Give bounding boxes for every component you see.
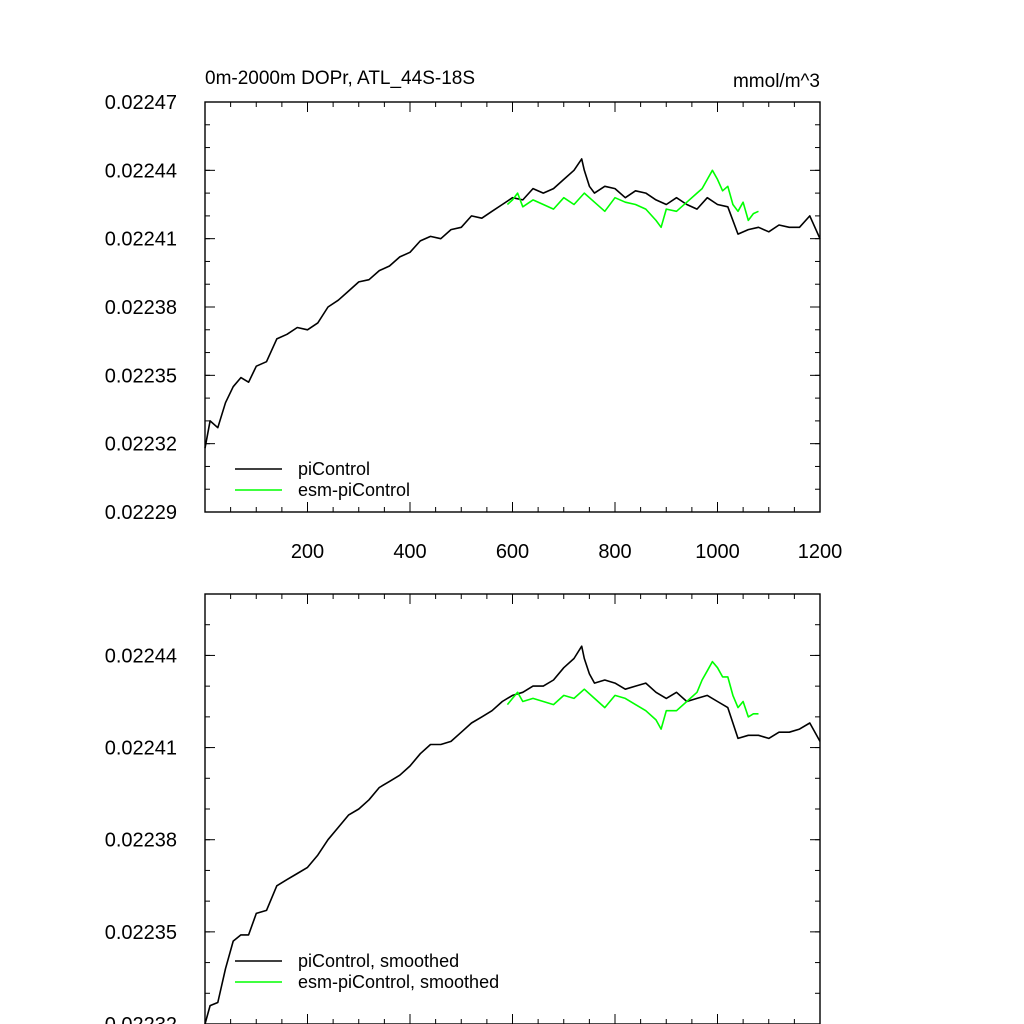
top-series-picontrol-line: [204, 158, 821, 449]
bottom-legend-label-picontrol-smoothed: piControl, smoothed: [298, 951, 459, 971]
top-legend: piControl esm-piControl: [235, 459, 410, 500]
top-chart-title: 0m-2000m DOPr, ATL_44S-18S: [205, 68, 475, 89]
bottom-series-picontrol-smoothed-line: [204, 645, 821, 1024]
bottom-y-tick-label: 0.02241: [105, 738, 177, 760]
bottom-y-tick-label: 0.02232: [105, 1014, 177, 1024]
top-y-tick-label: 0.02232: [105, 434, 177, 456]
bottom-panel: 0.02232 0.02235 0.02238 0.02241 0.02244 piCo…: [105, 593, 821, 1024]
bottom-plot-lines: [204, 645, 821, 1024]
top-series-esm-picontrol-line: [506, 169, 759, 229]
top-legend-label-esm-picontrol: esm-piControl: [298, 480, 410, 500]
top-x-tick-label: 1200: [798, 541, 843, 563]
top-y-tick-label: 0.02229: [105, 502, 177, 524]
bottom-series-esm-picontrol-smoothed-line: [506, 660, 759, 730]
top-axis-tick-labels: 200 400 600 800 1000 1200 0.02229 0.02232 0.0223…: [105, 92, 843, 563]
bottom-axis-ticks: [205, 593, 821, 1024]
top-y-tick-label: 0.02241: [105, 229, 177, 251]
top-y-tick-label: 0.02235: [105, 365, 177, 387]
top-y-tick-label: 0.02238: [105, 297, 177, 319]
top-legend-label-picontrol: piControl: [298, 459, 370, 479]
top-y-tick-label: 0.02244: [105, 160, 177, 182]
bottom-legend: piControl, smoothed esm-piControl, smoot…: [235, 951, 499, 992]
top-x-tick-label: 1000: [695, 541, 740, 563]
bottom-y-tick-label: 0.02238: [105, 830, 177, 852]
bottom-y-tick-label: 0.02235: [105, 922, 177, 944]
top-axis-ticks: [205, 101, 821, 513]
top-x-tick-label: 400: [393, 541, 426, 563]
top-chart-units: mmol/m^3: [733, 71, 820, 92]
bottom-legend-label-esm-picontrol-smoothed: esm-piControl, smoothed: [298, 972, 499, 992]
bottom-y-tick-label: 0.02244: [105, 645, 177, 667]
top-x-tick-label: 600: [496, 541, 529, 563]
top-x-tick-label: 800: [598, 541, 631, 563]
bottom-plot-frame: [204, 593, 821, 1024]
bottom-axis-tick-labels: 0.02232 0.02235 0.02238 0.02241 0.02244: [105, 645, 177, 1024]
top-plot-frame: [204, 101, 821, 513]
top-x-tick-label: 200: [291, 541, 324, 563]
top-plot-lines: [204, 158, 821, 449]
top-panel: 0m-2000m DOPr, ATL_44S-18S mmol/m^3 200 4…: [105, 68, 843, 563]
top-y-tick-label: 0.02247: [105, 92, 177, 114]
